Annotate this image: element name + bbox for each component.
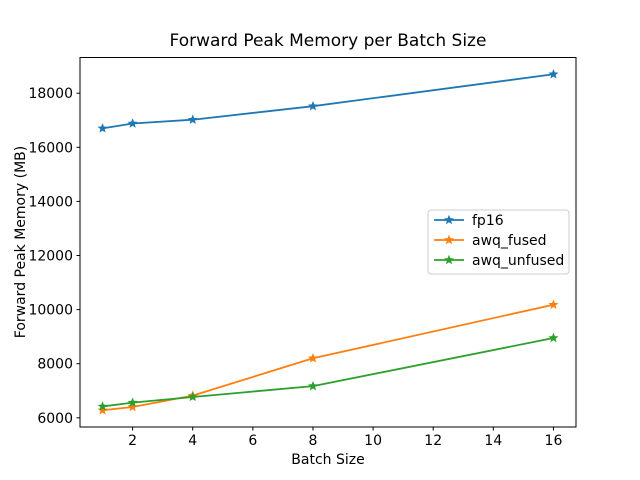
series-awq_unfused-marker (548, 332, 559, 343)
legend-marker-awq_unfused (444, 254, 454, 265)
legend-marker-awq_fused (444, 234, 454, 245)
series-fp16-marker (187, 114, 198, 124)
legend-label-awq_unfused: awq_unfused (472, 253, 564, 269)
legend-label-awq_fused: awq_fused (472, 233, 547, 249)
x-tick-label: 12 (424, 433, 442, 449)
series-awq_fused-marker (127, 401, 138, 412)
series-awq_unfused-marker (308, 380, 318, 391)
y-tick-label: 14000 (28, 194, 73, 210)
x-tick-label: 4 (188, 433, 197, 449)
legend-label-fp16: fp16 (472, 213, 504, 229)
series-awq_unfused-marker (97, 401, 108, 411)
x-tick-label: 16 (545, 433, 563, 449)
y-axis-label: Forward Peak Memory (MB) (13, 146, 29, 338)
series-fp16-marker (548, 69, 559, 79)
series-awq_unfused-marker (127, 397, 138, 407)
y-tick-label: 8000 (37, 357, 73, 373)
chart-title: Forward Peak Memory per Batch Size (170, 31, 487, 51)
y-tick-label: 12000 (28, 249, 73, 265)
legend-box (427, 209, 570, 275)
x-axis-label: Batch Size (291, 452, 364, 468)
y-axis: 6000 8000 10000 12000 14000 16000 18000 (28, 86, 80, 427)
y-tick-label: 10000 (28, 303, 73, 319)
series-awq_fused-marker (548, 299, 559, 309)
legend-marker-fp16 (444, 214, 454, 225)
x-tick-label: 10 (364, 433, 382, 449)
series-fp16-marker (97, 123, 108, 133)
x-axis: 2 4 6 8 10 12 14 16 (128, 427, 562, 449)
x-tick-label: 6 (248, 433, 257, 449)
x-tick-label: 2 (128, 433, 137, 449)
series-layer (97, 69, 559, 415)
series-awq_fused-marker (97, 405, 108, 415)
x-tick-label: 14 (484, 433, 502, 449)
series-fp16-marker (308, 100, 318, 111)
series-fp16-marker (127, 118, 138, 128)
y-tick-label: 16000 (28, 140, 73, 156)
y-tick-label: 18000 (28, 86, 73, 102)
y-tick-label: 6000 (37, 411, 73, 427)
series-awq_unfused-marker (187, 391, 198, 402)
x-tick-label: 8 (309, 433, 318, 449)
series-awq_fused-marker (308, 353, 318, 363)
legend: fp16 awq_fused awq_unfused (427, 209, 570, 275)
